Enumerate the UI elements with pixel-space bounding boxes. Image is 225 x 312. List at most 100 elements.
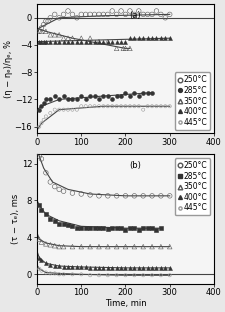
250°C: [141, 193, 144, 198]
445°C: [42, 117, 45, 122]
445°C: [158, 273, 162, 278]
285°C: [44, 212, 47, 217]
350°C: [121, 46, 125, 51]
350°C: [48, 242, 52, 247]
X-axis label: Time, min: Time, min: [104, 299, 146, 308]
445°C: [132, 273, 135, 278]
445°C: [75, 107, 78, 112]
250°C: [154, 8, 157, 13]
250°C: [132, 12, 135, 17]
445°C: [61, 272, 65, 277]
400°C: [53, 264, 56, 269]
445°C: [167, 273, 171, 278]
400°C: [53, 39, 56, 44]
350°C: [66, 36, 70, 41]
250°C: [128, 8, 131, 13]
350°C: [167, 244, 171, 249]
400°C: [66, 39, 70, 44]
400°C: [92, 39, 96, 44]
250°C: [66, 8, 70, 13]
285°C: [53, 218, 56, 223]
250°C: [48, 179, 52, 184]
400°C: [97, 39, 100, 44]
445°C: [97, 273, 100, 278]
285°C: [37, 107, 41, 112]
400°C: [44, 39, 47, 44]
285°C: [106, 94, 109, 99]
250°C: [92, 12, 96, 17]
350°C: [70, 36, 74, 41]
285°C: [79, 226, 83, 231]
250°C: [79, 12, 83, 17]
400°C: [70, 265, 74, 270]
350°C: [88, 244, 92, 249]
285°C: [106, 227, 109, 232]
350°C: [79, 36, 83, 41]
285°C: [92, 94, 96, 99]
285°C: [119, 94, 122, 99]
400°C: [39, 258, 43, 263]
400°C: [101, 39, 105, 44]
285°C: [123, 90, 127, 95]
445°C: [44, 114, 47, 119]
400°C: [66, 265, 70, 270]
400°C: [48, 39, 52, 44]
445°C: [119, 104, 122, 109]
285°C: [48, 97, 52, 102]
250°C: [57, 15, 61, 20]
350°C: [114, 46, 118, 51]
250°C: [145, 12, 149, 17]
400°C: [145, 266, 149, 271]
400°C: [106, 39, 109, 44]
400°C: [128, 36, 131, 41]
285°C: [39, 207, 43, 212]
400°C: [136, 36, 140, 41]
285°C: [83, 97, 87, 102]
350°C: [39, 240, 43, 245]
400°C: [123, 266, 127, 271]
400°C: [61, 265, 65, 270]
285°C: [119, 226, 122, 231]
250°C: [123, 12, 127, 17]
445°C: [128, 104, 131, 109]
400°C: [48, 263, 52, 268]
400°C: [79, 39, 83, 44]
285°C: [101, 226, 105, 231]
285°C: [145, 90, 149, 95]
350°C: [123, 46, 127, 51]
350°C: [53, 243, 56, 248]
285°C: [61, 221, 65, 226]
250°C: [53, 184, 56, 189]
350°C: [44, 29, 47, 34]
400°C: [158, 36, 162, 41]
250°C: [141, 12, 144, 17]
285°C: [101, 94, 105, 99]
445°C: [123, 104, 127, 109]
285°C: [70, 224, 74, 229]
400°C: [123, 39, 127, 44]
250°C: [44, 19, 47, 24]
350°C: [79, 244, 83, 249]
285°C: [83, 226, 87, 231]
285°C: [97, 97, 100, 102]
350°C: [61, 36, 65, 41]
350°C: [61, 244, 65, 249]
400°C: [145, 36, 149, 41]
400°C: [163, 266, 166, 271]
250°C: [46, 19, 50, 24]
285°C: [145, 226, 149, 231]
445°C: [141, 107, 144, 112]
400°C: [132, 266, 135, 271]
250°C: [39, 156, 43, 161]
445°C: [106, 104, 109, 109]
400°C: [114, 266, 118, 271]
350°C: [37, 237, 41, 242]
285°C: [66, 223, 70, 228]
400°C: [92, 266, 96, 271]
250°C: [39, 26, 43, 31]
350°C: [57, 244, 61, 249]
285°C: [158, 226, 162, 231]
285°C: [128, 226, 131, 231]
285°C: [70, 97, 74, 102]
250°C: [101, 12, 105, 17]
